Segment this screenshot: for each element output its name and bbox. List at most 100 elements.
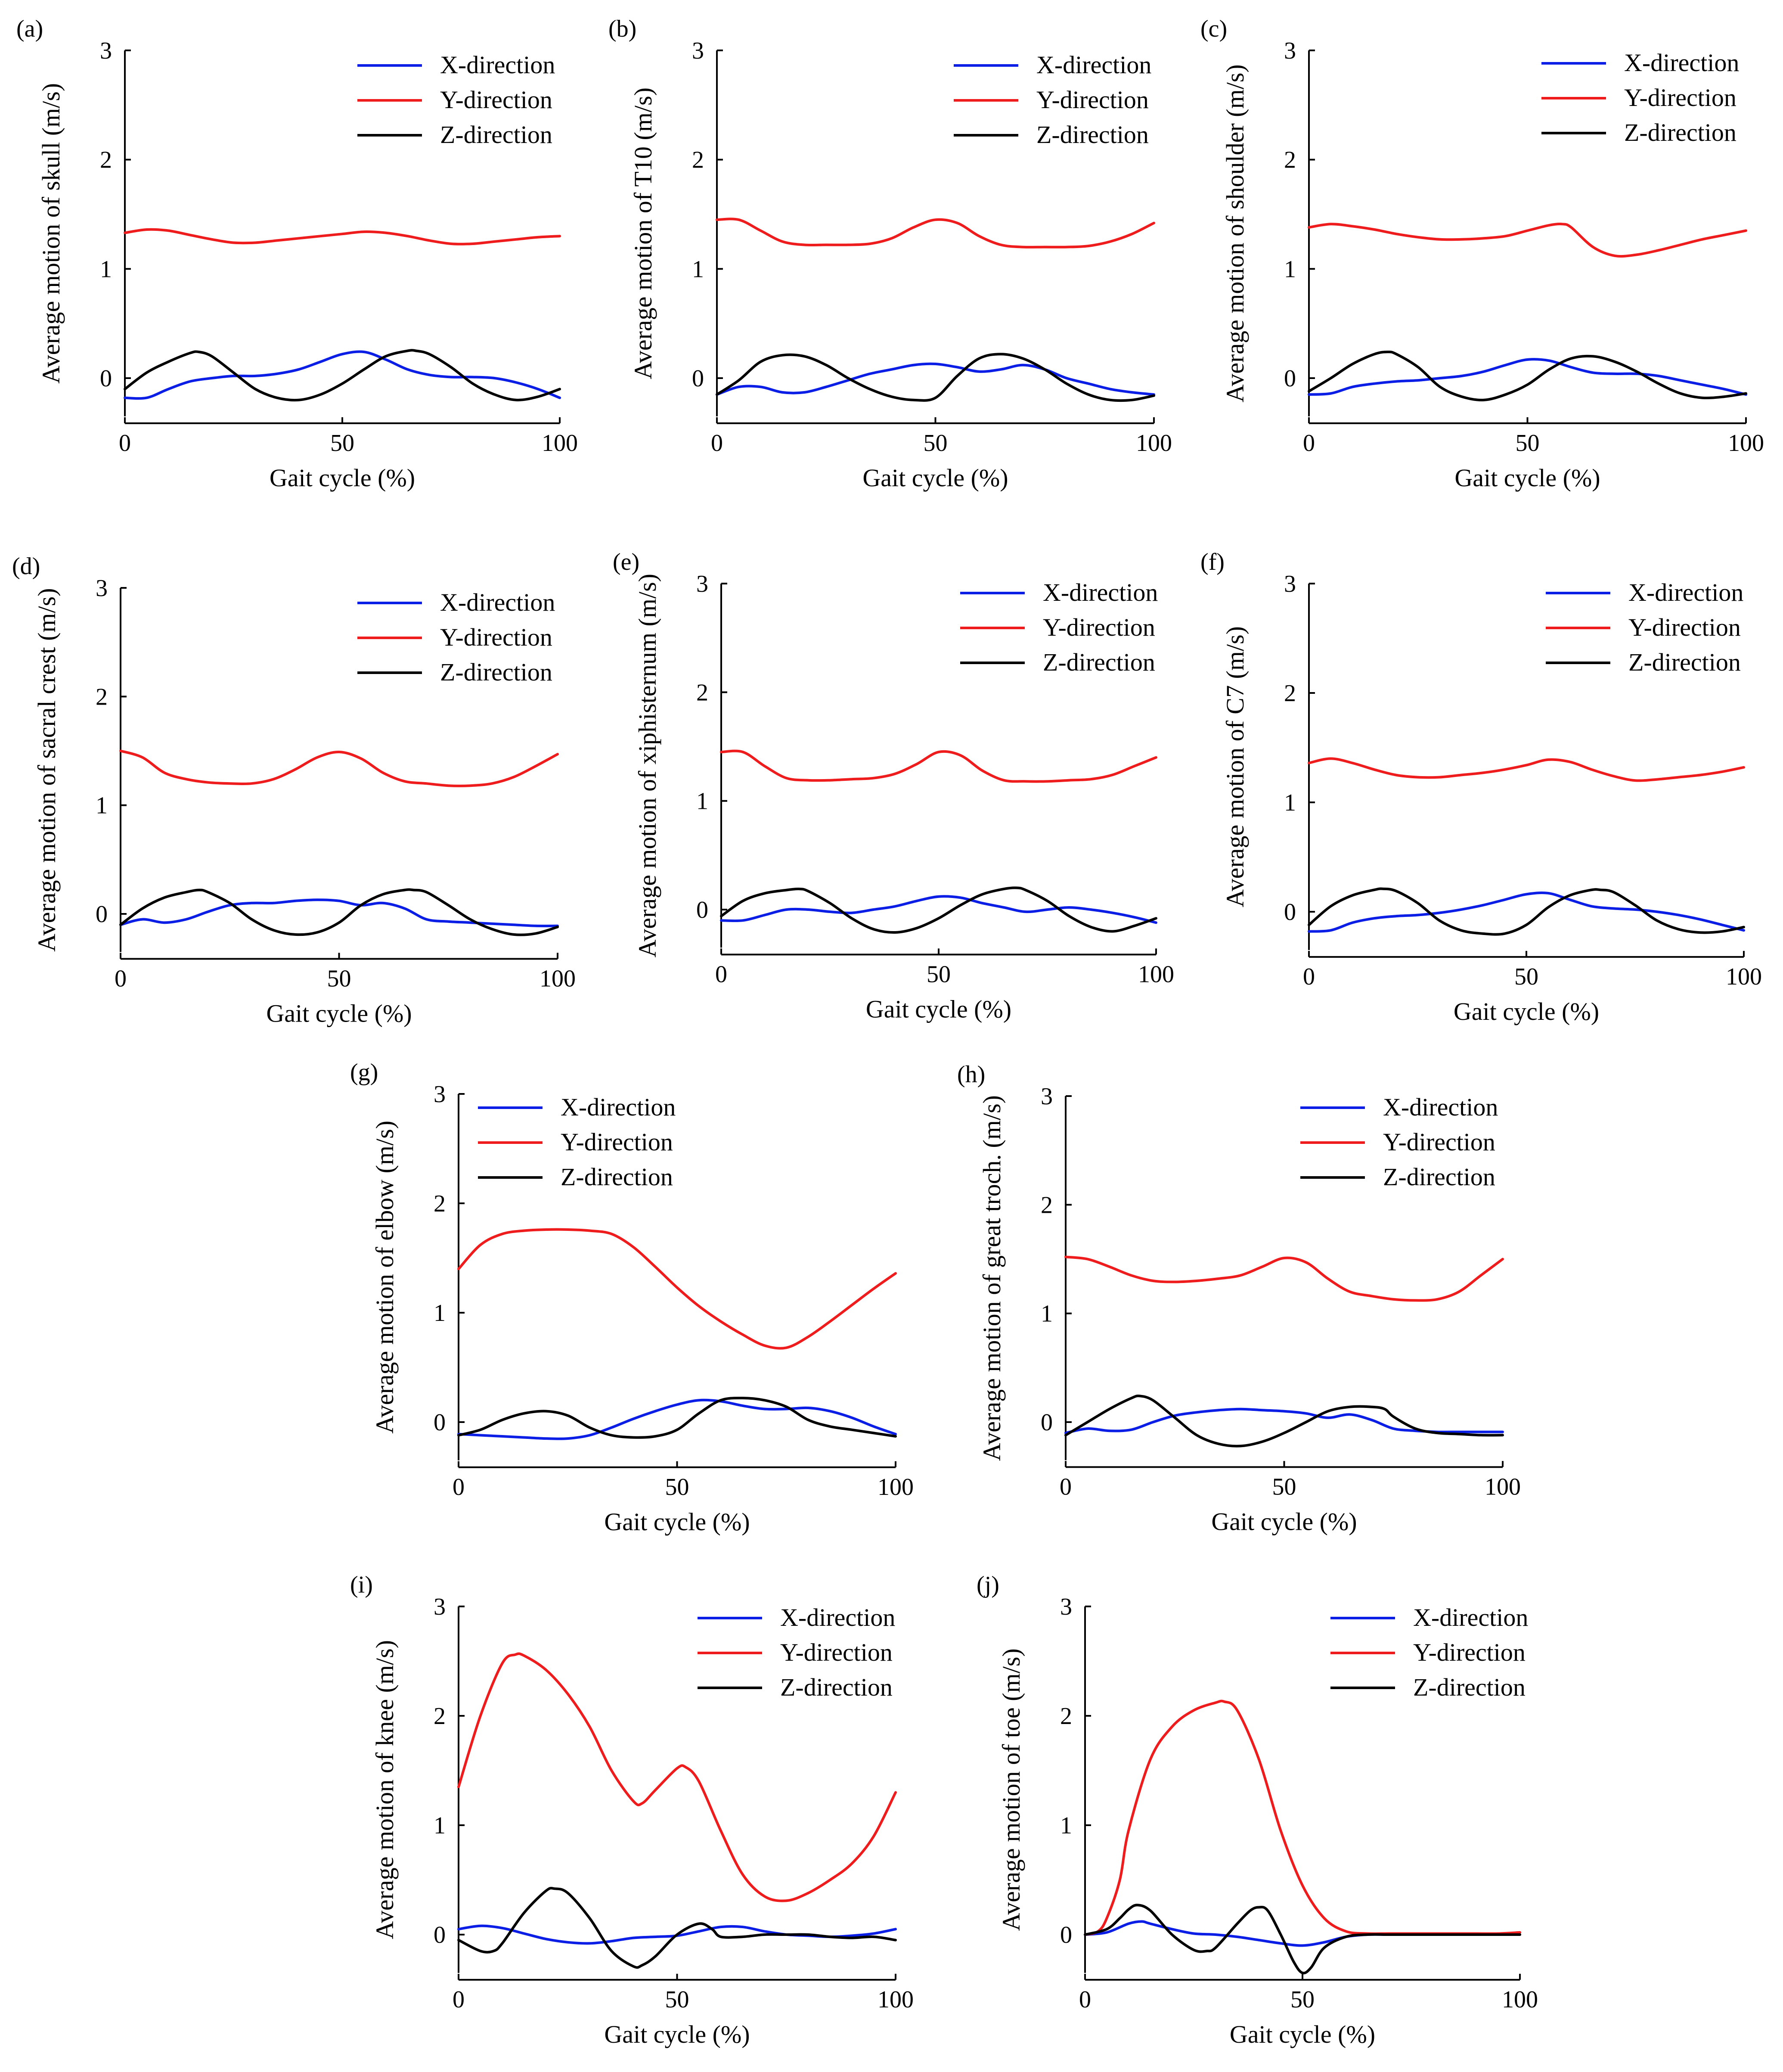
x-tick-label: 50 (1290, 1986, 1315, 2013)
legend-label-x: X-direction (780, 1603, 895, 1631)
y-tick-label: 2 (1284, 147, 1296, 174)
panel-label: (b) (608, 16, 636, 42)
legend-label-z: Z-direction (1043, 648, 1155, 676)
legend: X-direction Y-direction Z-direction (698, 1603, 895, 1701)
y-axis-label: Average motion of skull (m/s) (37, 83, 65, 384)
legend: X-direction Y-direction Z-direction (1541, 49, 1739, 146)
x-tick-label: 50 (1272, 1473, 1296, 1500)
x-tick-label: 0 (115, 965, 127, 992)
legend-label-z: Z-direction (1624, 118, 1736, 146)
x-tick-label: 100 (1138, 961, 1174, 988)
chart-panel-i: 0 1 2 3 0 50 100 (i) Gait cycle (%) Average motio… (350, 1572, 914, 2048)
legend-label-y: Y-direction (561, 1128, 673, 1156)
series-line-y-direction (1308, 223, 1747, 258)
series-line-x-direction (716, 362, 1155, 396)
series-line-z-direction (124, 349, 561, 402)
panel-label: (i) (350, 1572, 373, 1598)
y-tick-label: 0 (434, 1922, 446, 1948)
series-line-z-direction (1064, 1395, 1504, 1448)
series-line-y-direction (119, 749, 559, 787)
x-tick-label: 50 (924, 430, 948, 457)
panel-label: (a) (16, 16, 43, 42)
x-tick-label: 100 (1726, 963, 1762, 990)
legend-label-z: Z-direction (1628, 648, 1741, 676)
series-line-x-direction (119, 898, 559, 927)
chart-panel-c: 0 1 2 3 0 50 100 (c) Gait cycle (%) Average motio… (1200, 16, 1764, 492)
y-axis-label: Average motion of xiphisternum (m/s) (633, 574, 661, 957)
chart-panel-b: 0 1 2 3 0 50 100 (b) Gait cycle (%) Average motio… (608, 16, 1172, 492)
x-axis-label: Gait cycle (%) (604, 2020, 750, 2048)
x-tick-label: 100 (878, 1474, 914, 1500)
y-axis-label: Average motion of C7 (m/s) (1221, 626, 1249, 907)
x-tick-label: 50 (327, 965, 351, 992)
series-line-y-direction (457, 1652, 897, 1902)
y-tick-label: 2 (1060, 1703, 1072, 1730)
y-axis-label: Average motion of sacral crest (m/s) (33, 588, 61, 951)
x-tick-label: 100 (1136, 430, 1172, 457)
x-tick-label: 0 (453, 1474, 465, 1500)
x-tick-label: 0 (1079, 1986, 1091, 2013)
series-line-z-direction (720, 886, 1157, 934)
legend-label-y: Y-direction (1036, 86, 1149, 114)
y-tick-label: 3 (1284, 37, 1296, 64)
series-line-x-direction (1308, 358, 1747, 396)
y-tick-label: 3 (96, 575, 108, 602)
series-line-y-direction (716, 217, 1155, 249)
y-tick-label: 1 (1060, 1812, 1072, 1839)
legend: X-direction Y-direction Z-direction (357, 51, 555, 149)
legend-label-z: Z-direction (1383, 1163, 1495, 1191)
y-tick-label: 0 (692, 365, 704, 392)
y-tick-label: 1 (696, 788, 708, 815)
series-line-y-direction (1308, 757, 1745, 782)
y-tick-label: 2 (1041, 1192, 1053, 1218)
y-tick-label: 1 (1284, 256, 1296, 283)
legend-label-x: X-direction (1036, 51, 1151, 79)
series-line-y-direction (720, 749, 1157, 783)
legend-label-y: Y-direction (1413, 1638, 1526, 1666)
legend: X-direction Y-direction Z-direction (1546, 578, 1743, 676)
legend: X-direction Y-direction Z-direction (960, 578, 1158, 676)
y-tick-label: 1 (1284, 789, 1296, 816)
legend-label-x: X-direction (1383, 1093, 1498, 1121)
x-tick-label: 0 (715, 961, 727, 988)
y-tick-label: 3 (434, 1594, 446, 1620)
x-tick-label: 50 (330, 430, 354, 457)
panel-label: (d) (12, 553, 40, 580)
x-axis-label: Gait cycle (%) (1211, 1507, 1357, 1535)
y-tick-label: 3 (1041, 1083, 1053, 1110)
legend-label-z: Z-direction (440, 658, 552, 686)
series-line-y-direction (124, 228, 561, 245)
legend-label-y: Y-direction (440, 86, 552, 114)
y-tick-label: 0 (96, 901, 108, 928)
x-tick-label: 100 (1502, 1986, 1538, 2013)
y-tick-label: 1 (692, 256, 704, 283)
panel-label: (h) (957, 1061, 985, 1088)
legend-label-z: Z-direction (440, 121, 552, 149)
chart-panel-h: 0 1 2 3 0 50 100 (h) Gait cycle (%) Average motio… (957, 1061, 1521, 1535)
legend-label-z: Z-direction (780, 1673, 893, 1701)
panel-label: (c) (1200, 16, 1227, 42)
y-tick-label: 3 (696, 571, 708, 597)
series-line-z-direction (1308, 887, 1745, 936)
y-tick-label: 0 (434, 1409, 446, 1436)
x-tick-label: 0 (711, 430, 723, 457)
chart-panel-j: 0 1 2 3 0 50 100 (j) Gait cycle (%) Average motio… (977, 1572, 1538, 2048)
x-tick-label: 50 (1514, 963, 1538, 990)
legend-label-x: X-direction (561, 1093, 676, 1121)
x-axis-label: Gait cycle (%) (866, 995, 1011, 1023)
y-tick-label: 2 (692, 147, 704, 174)
x-axis-label: Gait cycle (%) (1454, 997, 1599, 1025)
x-axis-label: Gait cycle (%) (862, 464, 1008, 492)
y-tick-label: 1 (96, 792, 108, 819)
legend-label-x: X-direction (440, 51, 555, 79)
series-line-x-direction (720, 895, 1157, 924)
y-tick-label: 2 (96, 683, 108, 710)
legend: X-direction Y-direction Z-direction (1330, 1603, 1528, 1701)
y-tick-label: 1 (1041, 1301, 1053, 1327)
y-axis-label: Average motion of knee (m/s) (371, 1640, 399, 1939)
panel-label: (f) (1200, 549, 1225, 575)
x-axis-label: Gait cycle (%) (604, 1508, 750, 1536)
y-tick-label: 0 (100, 365, 112, 392)
